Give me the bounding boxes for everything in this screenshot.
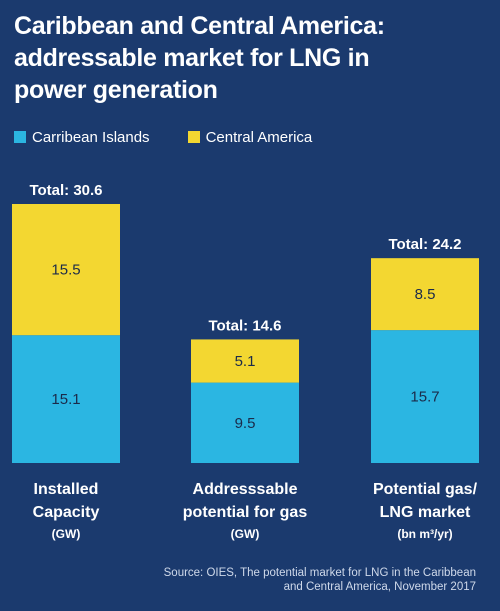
bar-segment-2-0 bbox=[371, 330, 479, 463]
source-line-1: Source: OIES, The potential market for L… bbox=[163, 567, 476, 579]
title-line-1: Caribbean and Central America: bbox=[14, 12, 385, 40]
category-label-2-line-1: LNG market bbox=[380, 504, 471, 521]
category-label-2-line-0: Potential gas/ bbox=[373, 481, 478, 498]
legend-swatch-central-america bbox=[187, 131, 200, 143]
category-label-0-line-1: Capacity bbox=[33, 504, 100, 521]
value-label-2-1: 8.5 bbox=[415, 286, 436, 303]
title-line-3: power generation bbox=[14, 76, 218, 104]
bar-segment-1-1 bbox=[191, 339, 299, 383]
value-label-1-1: 5.1 bbox=[235, 353, 256, 370]
total-label-1: Total: 14.6 bbox=[208, 317, 281, 334]
source-line-2: and Central America, November 2017 bbox=[283, 581, 476, 593]
chart-title: Caribbean and Central America: addressab… bbox=[14, 10, 484, 106]
category-label-0-line-0: Installed bbox=[34, 481, 99, 498]
category-unit-1: (GW) bbox=[231, 527, 260, 541]
total-label-0: Total: 30.6 bbox=[29, 182, 102, 199]
title-line-2: addressable market for LNG in bbox=[14, 44, 370, 72]
category-label-1-line-1: potential for gas bbox=[183, 504, 308, 521]
category-unit-2: (bn m³/yr) bbox=[397, 527, 452, 541]
value-label-2-0: 15.7 bbox=[410, 389, 439, 406]
bar-segment-0-0 bbox=[12, 335, 120, 463]
category-unit-0: (GW) bbox=[52, 527, 81, 541]
value-label-0-0: 15.1 bbox=[51, 391, 80, 408]
value-label-0-1: 15.5 bbox=[51, 262, 80, 279]
source-note: Source: OIES, The potential market for L… bbox=[146, 566, 476, 594]
total-label-2: Total: 24.2 bbox=[388, 236, 461, 253]
legend-label-caribbean: Carribean Islands bbox=[32, 128, 150, 146]
chart-legend: Carribean Islands Central America bbox=[14, 127, 350, 147]
legend-swatch-caribbean bbox=[14, 131, 26, 143]
legend-item-central-america: Central America bbox=[187, 128, 313, 146]
bar-segment-2-1 bbox=[371, 258, 479, 331]
legend-label-central-america: Central America bbox=[205, 128, 313, 146]
bar-segment-0-1 bbox=[12, 204, 120, 336]
bar-segment-1-0 bbox=[191, 382, 299, 463]
category-label-1-line-0: Addresssable bbox=[193, 481, 298, 498]
legend-item-caribbean: Carribean Islands bbox=[14, 129, 150, 146]
value-label-1-0: 9.5 bbox=[235, 415, 256, 432]
